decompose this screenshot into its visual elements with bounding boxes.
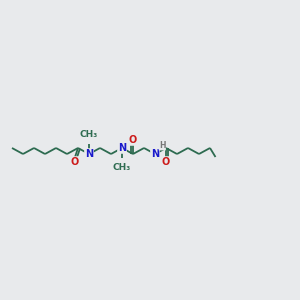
Text: O: O [70, 157, 79, 167]
Text: O: O [162, 157, 170, 167]
Text: H: H [159, 141, 166, 150]
Text: CH₃: CH₃ [113, 163, 131, 172]
Text: O: O [129, 135, 137, 145]
Text: N: N [85, 149, 93, 159]
Text: CH₃: CH₃ [80, 130, 98, 139]
Text: N: N [151, 149, 159, 159]
Text: N: N [118, 143, 126, 153]
